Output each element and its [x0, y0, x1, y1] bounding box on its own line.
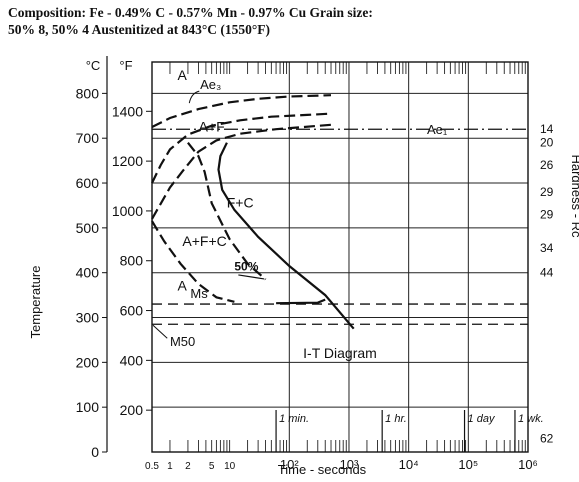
- m50-label: M50: [170, 334, 195, 349]
- transformation-curve: [276, 298, 326, 305]
- chart-labels: °C 0 100 200 300 400 500 600 700 800 °F 200 400 600 80…: [76, 58, 554, 472]
- x-axis-label: Time - seconds: [278, 462, 367, 477]
- time-mark-label: 1 wk.: [518, 413, 544, 425]
- time-tick-label: 0.5: [145, 461, 159, 472]
- ms-label: Ms: [190, 286, 208, 301]
- celsius-tick-label: 400: [76, 265, 100, 281]
- chart-title: I-T Diagram: [303, 345, 377, 361]
- hardness-value: 26: [540, 158, 554, 172]
- region-label: A+F: [199, 118, 225, 134]
- grid-lines: [151, 62, 529, 452]
- caption-line-2: 50% 8, 50% 4 Austenitized at 843°C (1550…: [8, 22, 271, 37]
- fifty-percent-label: 50%: [234, 259, 258, 273]
- y-axis-label-right: Hardness - Rc: [569, 154, 579, 238]
- y-axis-label-left: Temperature: [28, 266, 43, 339]
- caption-line-1: Composition: Fe - 0.49% C - 0.57% Mn - 0…: [8, 5, 373, 20]
- transformation-curve: [151, 94, 332, 128]
- hardness-value: 34: [540, 241, 554, 255]
- axes: [102, 56, 152, 453]
- transformation-curve: [151, 123, 332, 220]
- celsius-tick-label: 800: [76, 85, 100, 101]
- ae3-leader: [188, 90, 200, 104]
- time-tick-label: 10⁴: [399, 457, 419, 472]
- figure-caption: Composition: Fe - 0.49% C - 0.57% Mn - 0…: [8, 4, 573, 38]
- reference-lines: [152, 128, 528, 339]
- fifty-percent-arrow: [238, 274, 265, 280]
- region-label: A: [177, 67, 187, 83]
- ae3-label: Ae₃: [200, 77, 221, 92]
- celsius-tick-label: 300: [76, 310, 100, 326]
- ae1-label: Ae₁: [427, 122, 448, 137]
- time-tick-label: 10²: [280, 457, 299, 472]
- time-tick-label: 5: [209, 461, 215, 472]
- hardness-value: 29: [540, 185, 554, 199]
- fahrenheit-tick-label: 600: [120, 303, 144, 319]
- celsius-tick-label: 200: [76, 354, 100, 370]
- time-tick-label: 2: [185, 461, 191, 472]
- hardness-value: 20: [540, 136, 554, 150]
- hardness-value: 62: [540, 432, 554, 446]
- transformation-curve: [217, 142, 355, 330]
- hardness-value: 44: [540, 266, 554, 280]
- time-mark-label: 1 hr.: [385, 413, 407, 425]
- time-tick-label: 10⁵: [458, 457, 478, 472]
- celsius-tick-label: 0: [91, 444, 99, 460]
- celsius-unit-label: °C: [86, 58, 101, 73]
- region-label: A+F+C: [182, 233, 226, 249]
- celsius-tick-label: 500: [76, 220, 100, 236]
- time-mark-label: 1 min.: [279, 413, 309, 425]
- plot-frame: [151, 61, 529, 453]
- time-mark-label: 1 day: [468, 413, 496, 425]
- time-tick-label: 10³: [340, 457, 359, 472]
- region-label: A: [177, 278, 187, 294]
- transformation-curve: [151, 112, 332, 184]
- fahrenheit-tick-label: 400: [120, 352, 144, 368]
- fahrenheit-tick-label: 200: [120, 402, 144, 418]
- time-tick-label: 10⁶: [518, 457, 538, 472]
- fahrenheit-tick-label: 800: [120, 253, 144, 269]
- transformation-curve: [187, 142, 267, 281]
- fahrenheit-tick-label: 1000: [112, 203, 143, 219]
- celsius-tick-label: 100: [76, 399, 100, 415]
- hardness-value: 14: [540, 122, 554, 136]
- transformation-curve: [151, 220, 235, 303]
- m50-leader: [152, 324, 168, 339]
- transformation-curves: [151, 90, 355, 330]
- fahrenheit-unit-label: °F: [119, 58, 132, 73]
- celsius-tick-label: 600: [76, 175, 100, 191]
- hardness-value: 29: [540, 207, 554, 221]
- time-tick-label: 10: [224, 461, 236, 472]
- fahrenheit-tick-label: 1200: [112, 153, 143, 169]
- time-tick-label: 1: [167, 461, 173, 472]
- celsius-tick-label: 700: [76, 130, 100, 146]
- fahrenheit-tick-label: 1400: [112, 103, 143, 119]
- region-label: F+C: [227, 195, 254, 211]
